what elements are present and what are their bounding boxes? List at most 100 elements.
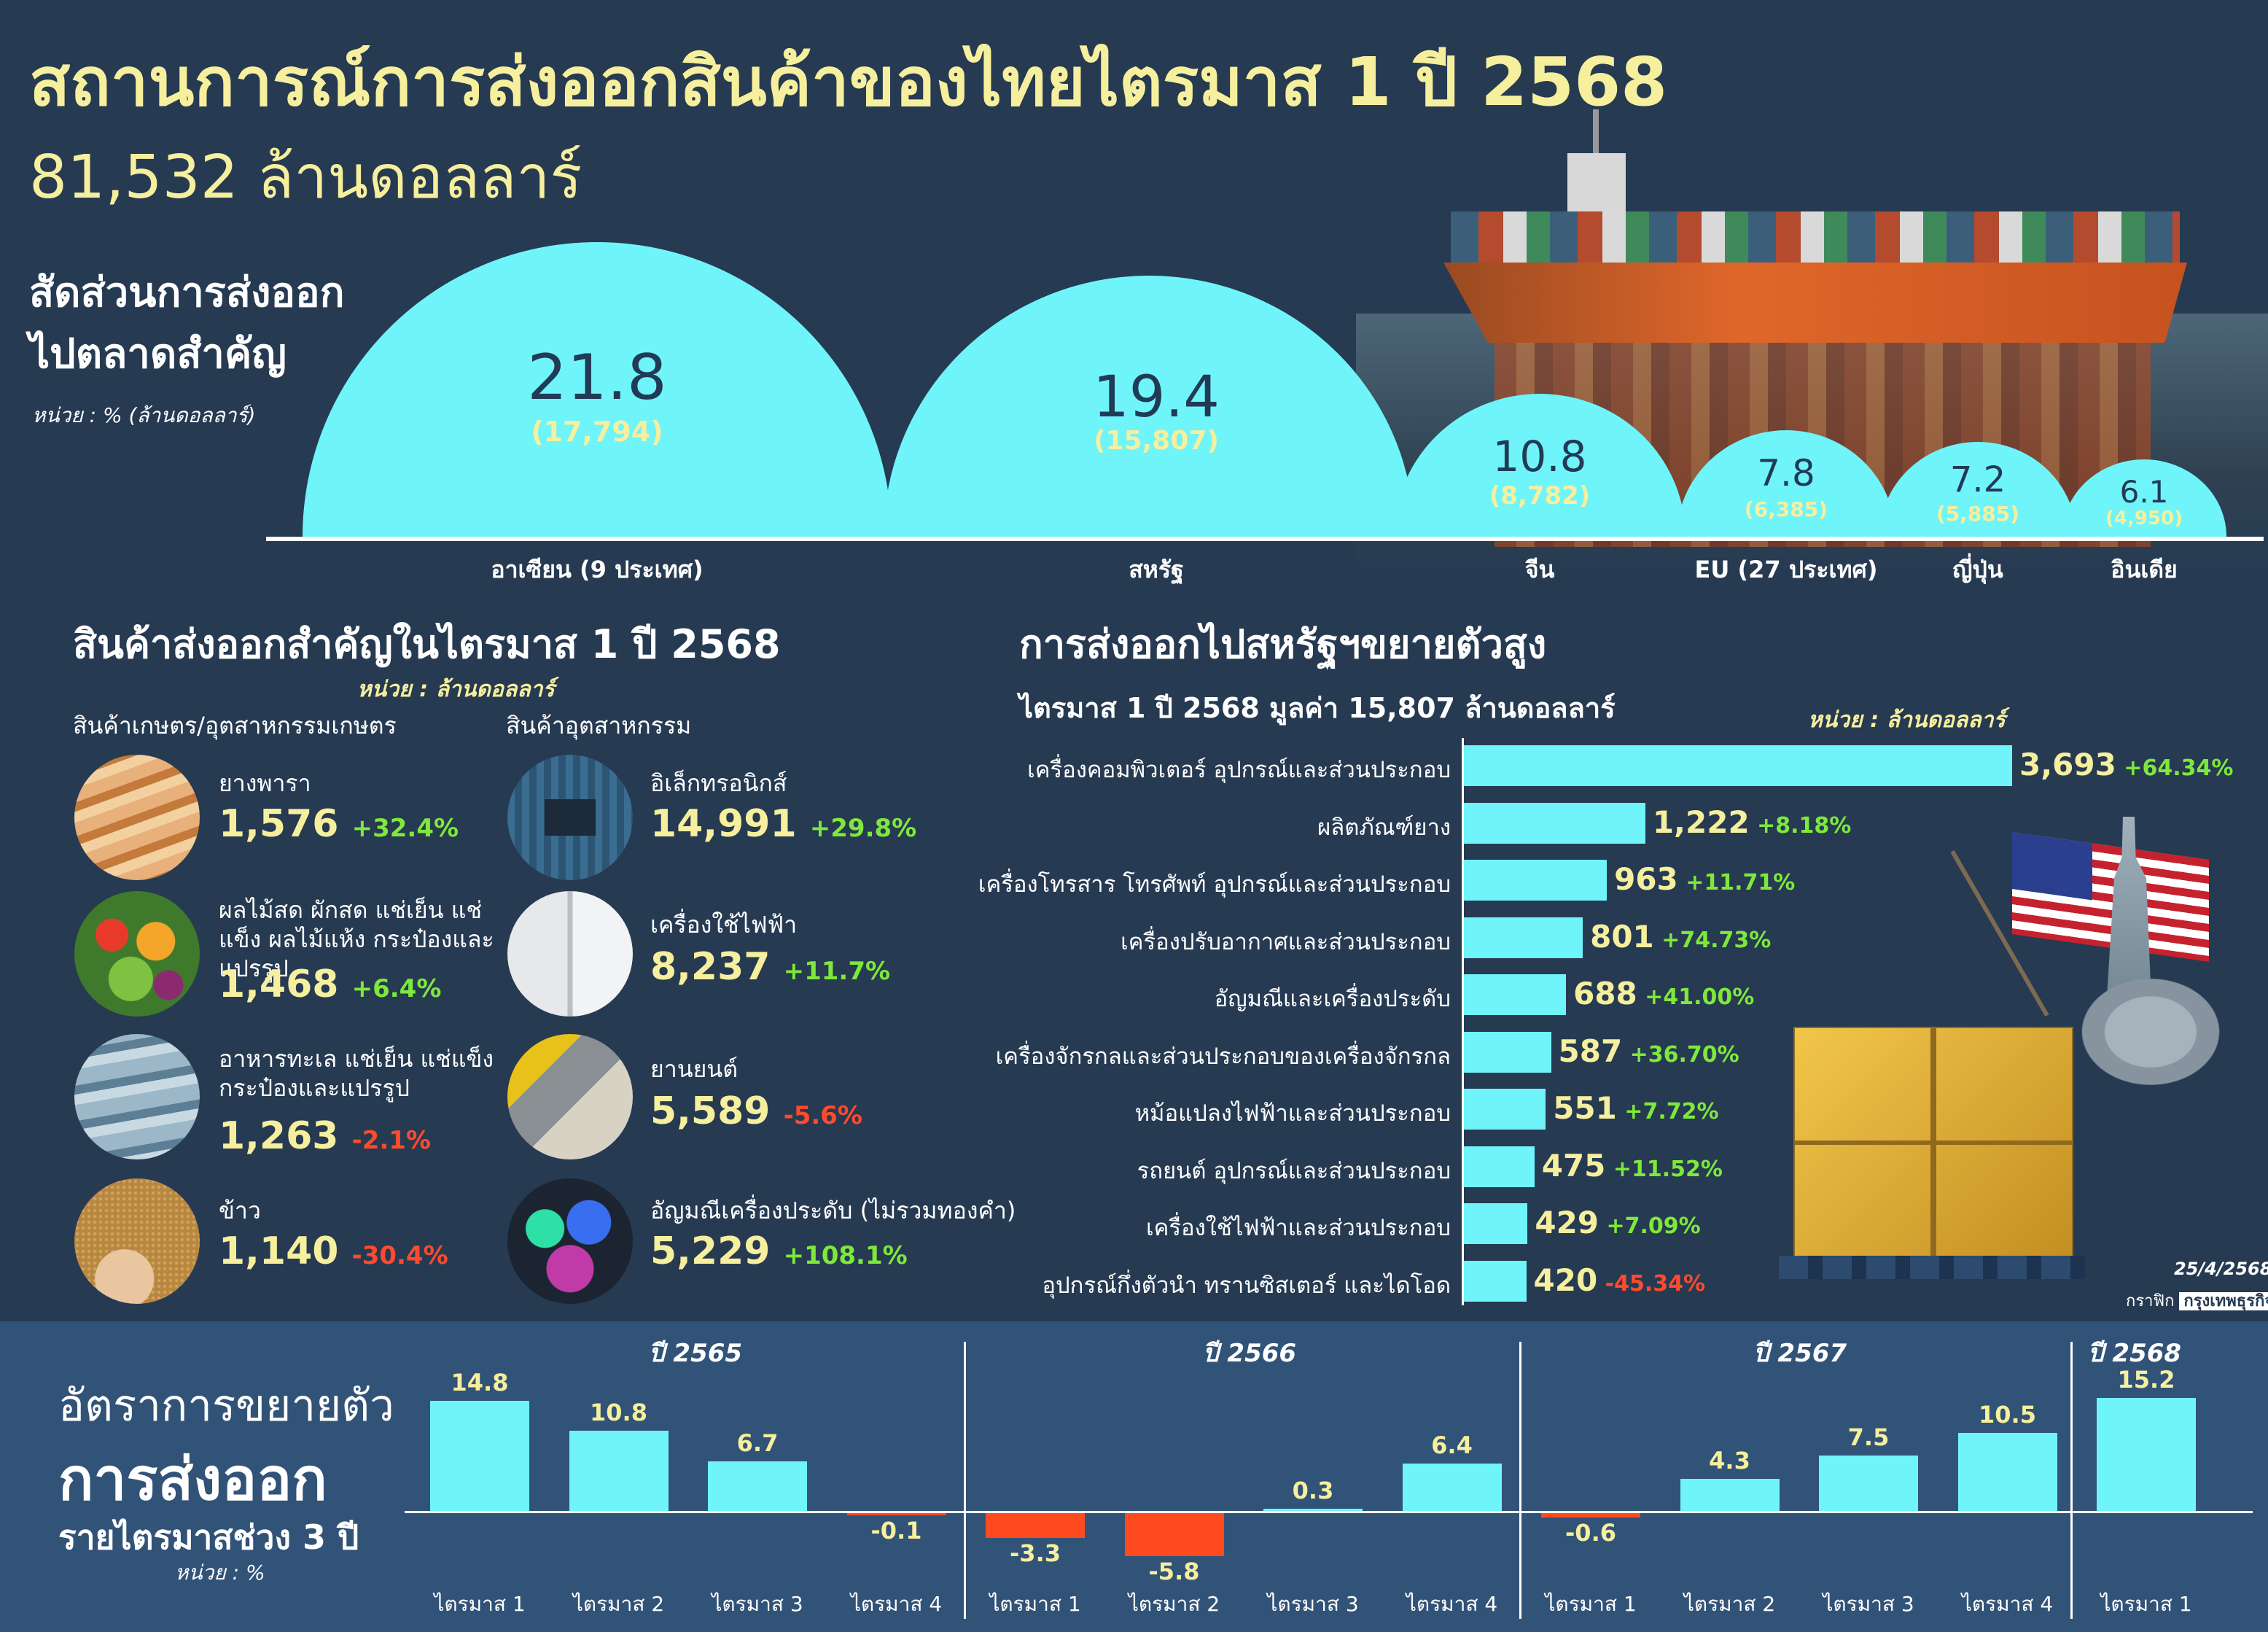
- market-label-china: จีน: [1524, 556, 1555, 583]
- year-divider-3: [2070, 1342, 2073, 1619]
- us-export-bar: [1464, 860, 1608, 901]
- industrial-product-value-1: 8,237: [650, 945, 771, 989]
- publish-date: 25/4/2568: [2174, 1259, 2268, 1279]
- industrial-category-title: สินค้าอุตสาหกรรม: [506, 712, 692, 739]
- growth-title-line1: อัตราการขยายตัว: [58, 1380, 394, 1431]
- industrial-product-0: 14,991 +29.8%: [650, 802, 916, 846]
- market-label-india: อินเดีย: [2111, 556, 2178, 583]
- agri-product-value-2: 1,263: [219, 1114, 339, 1158]
- appliances-image: [507, 891, 633, 1017]
- market-value-eu: (6,385): [1744, 497, 1828, 521]
- agri-product-change-0: +32.4%: [351, 814, 459, 843]
- agri-product-value-1: 1,468: [219, 963, 339, 1006]
- fruit-vegetables-image: [74, 891, 200, 1017]
- us-export-bar: [1464, 1260, 1527, 1302]
- market-value-asean: (17,794): [531, 416, 663, 448]
- us-export-value-number: 1,222: [1652, 804, 1750, 840]
- market-share-unit: หน่วย : % (ล้านดอลลาร์): [32, 403, 256, 427]
- market-label-japan: ญี่ปุ่น: [1952, 556, 2003, 583]
- page-title: สถานการณ์การส่งออกสินค้าของไทยไตรมาส 1 ป…: [29, 43, 1668, 121]
- us-export-label: ผลิตภัณฑ์ยาง: [1317, 814, 1451, 841]
- us-export-change: +7.09%: [1599, 1213, 1701, 1239]
- gear-icon: [2070, 970, 2231, 1094]
- year-label-2566: ปี 2566: [1203, 1339, 1297, 1368]
- year-divider-2: [1519, 1342, 1521, 1619]
- ship-hull-image: [1443, 263, 2187, 343]
- us-export-value: 688 +41.00%: [1573, 976, 1754, 1011]
- industrial-product-change-1: +11.7%: [783, 957, 891, 986]
- us-export-change: +11.52%: [1605, 1156, 1723, 1182]
- us-export-label: หม้อแปลงไฟฟ้าและส่วนประกอบ: [1134, 1100, 1451, 1127]
- us-export-value-number: 801: [1590, 918, 1654, 955]
- automotive-image: [507, 1034, 633, 1159]
- graphic-credit: กราฟิก กรุงเทพธุรกิจ: [2126, 1288, 2268, 1313]
- agri-product-1: 1,468 +6.4%: [219, 963, 441, 1006]
- market-pct-asean: 21.8: [527, 341, 667, 414]
- us-export-value: 963 +11.71%: [1614, 861, 1795, 897]
- year-label-2567: ปี 2567: [1753, 1339, 1847, 1368]
- us-export-value: 420 -45.34%: [1534, 1262, 1706, 1298]
- agri-product-name-3: ข้าว: [219, 1197, 261, 1224]
- industrial-product-change-3: +108.1%: [783, 1241, 908, 1270]
- us-export-bar: [1464, 1089, 1546, 1130]
- us-export-bar: [1464, 1146, 1535, 1187]
- us-export-value: 801 +74.73%: [1590, 919, 1771, 955]
- us-exports-unit: หน่วย : ล้านดอลลาร์: [1808, 707, 2006, 733]
- us-exports-heading: การส่งออกไปสหรัฐฯขยายตัวสูง: [1019, 621, 1547, 667]
- us-export-value-number: 688: [1573, 976, 1637, 1011]
- credit-prefix: กราฟิก: [2126, 1292, 2175, 1310]
- market-pct-japan: 7.2: [1949, 459, 2006, 500]
- us-export-label: อัญมณีและเครื่องประดับ: [1214, 986, 1451, 1012]
- us-export-bar: [1464, 745, 2012, 786]
- industrial-product-name-0: อิเล็กทรอนิกส์: [650, 769, 787, 797]
- us-export-value-number: 587: [1558, 1033, 1623, 1069]
- products-unit: หน่วย : ล้านดอลลาร์: [357, 677, 555, 702]
- market-value-china: (8,782): [1489, 481, 1591, 510]
- us-export-value-number: 963: [1614, 861, 1678, 897]
- us-exports-subheading: ไตรมาส 1 ปี 2568 มูลค่า 15,807 ล้านดอลลา…: [1019, 692, 1616, 724]
- year-label-2565: ปี 2565: [649, 1339, 743, 1368]
- market-pct-eu: 7.8: [1757, 452, 1815, 494]
- pallet-image: [1779, 1256, 2085, 1279]
- us-export-label: อุปกรณ์กึ่งตัวนำ ทรานซิสเตอร์ และไดโอด: [1042, 1272, 1451, 1299]
- market-label-asean: อาเซียน (9 ประเทศ): [491, 556, 704, 583]
- rubber-image: [74, 755, 200, 880]
- agri-product-value-3: 1,140: [219, 1229, 339, 1273]
- us-export-bar: [1464, 802, 1645, 844]
- electronics-image: [507, 755, 633, 880]
- us-export-label: รถยนต์ อุปกรณ์และส่วนประกอบ: [1137, 1157, 1451, 1184]
- us-export-change: +41.00%: [1637, 984, 1755, 1010]
- growth-title-line2: การส่งออก: [58, 1445, 327, 1513]
- us-export-change: +64.34%: [2116, 755, 2234, 781]
- industrial-product-value-3: 5,229: [650, 1229, 771, 1273]
- market-value-us: (15,807): [1094, 426, 1219, 456]
- agri-product-change-3: -30.4%: [351, 1241, 448, 1270]
- gems-image: [507, 1178, 633, 1304]
- us-export-change: +7.72%: [1616, 1099, 1719, 1124]
- market-share-heading: สัดส่วนการส่งออก ไปตลาดสำคัญ: [29, 263, 345, 385]
- us-export-change: -45.34%: [1597, 1270, 1706, 1297]
- market-value-india: (4,950): [2105, 508, 2183, 529]
- year-label-2568: ปี 2568: [2088, 1339, 2182, 1368]
- us-export-change: +36.70%: [1622, 1041, 1739, 1068]
- us-export-change: +74.73%: [1653, 927, 1772, 953]
- credit-name: กรุงเทพธุรกิจ: [2179, 1292, 2268, 1310]
- industrial-product-change-0: +29.8%: [809, 814, 917, 843]
- market-pct-us: 19.4: [1093, 365, 1220, 430]
- agri-product-change-2: -2.1%: [351, 1126, 432, 1155]
- industrial-product-name-3: อัญมณีเครื่องประดับ (ไม่รวมทองคำ): [650, 1197, 1016, 1224]
- market-label-eu: EU (27 ประเทศ): [1694, 556, 1878, 583]
- us-export-bar: [1464, 974, 1567, 1015]
- agri-product-0: 1,576 +32.4%: [219, 802, 459, 846]
- market-value-japan: (5,885): [1936, 502, 2020, 526]
- us-export-value: 1,222 +8.18%: [1653, 804, 1852, 840]
- us-export-change: +11.71%: [1677, 870, 1796, 895]
- seafood-image: [74, 1034, 200, 1159]
- growth-title-line3: รายไตรมาสช่วง 3 ปี: [58, 1518, 359, 1557]
- agri-product-name-1: ผลไม้สด ผักสด แช่เย็น แช่แข็ง ผลไม้แห้ง …: [219, 896, 494, 982]
- agri-product-name-2: อาหารทะเล แช่เย็น แช่แข็ง กระป๋องและแปรร…: [219, 1045, 494, 1102]
- industrial-product-name-2: ยานยนต์: [650, 1055, 738, 1083]
- industrial-product-value-2: 5,589: [650, 1089, 771, 1133]
- industrial-product-2: 5,589 -5.6%: [650, 1089, 862, 1133]
- market-share-heading-line1: สัดส่วนการส่งออก: [29, 269, 345, 316]
